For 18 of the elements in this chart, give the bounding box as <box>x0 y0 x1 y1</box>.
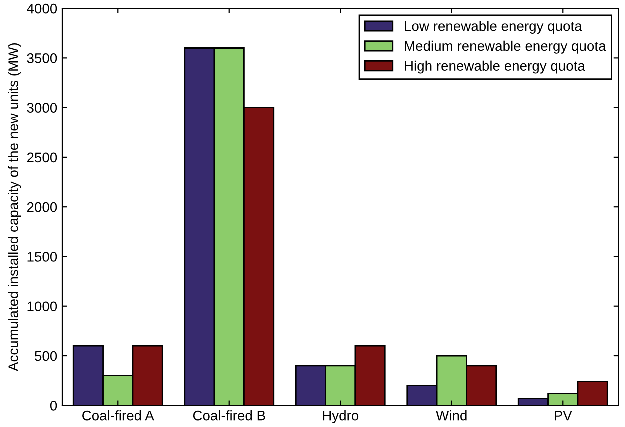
x-tick-label: Coal-fired B <box>193 410 266 421</box>
x-tick-label: PV <box>555 411 572 421</box>
y-tick-label: 1500 <box>28 252 58 262</box>
y-axis-title: Accumulated installed capacity of the new units (MW) <box>8 44 22 372</box>
y-tick-label: 0 <box>50 400 58 411</box>
legend-label: Low renewable energy quota <box>405 21 582 34</box>
y-tick-label: 3000 <box>27 103 58 113</box>
y-tick-label: 2000 <box>27 202 58 212</box>
y-tick-label: 3500 <box>27 54 58 64</box>
legend-label: Medium renewable energy quota <box>405 40 606 54</box>
y-tick-label: 4000 <box>27 4 58 14</box>
y-tick-label: 500 <box>35 351 58 362</box>
y-tick-label: 2500 <box>27 152 58 163</box>
x-tick-label: Hydro <box>323 410 359 424</box>
legend-label: High renewable energy quota <box>405 60 586 74</box>
x-tick-label: Coal-fired A <box>82 410 154 421</box>
y-tick-label: 1000 <box>28 302 58 312</box>
x-tick-label: Wind <box>436 410 467 421</box>
